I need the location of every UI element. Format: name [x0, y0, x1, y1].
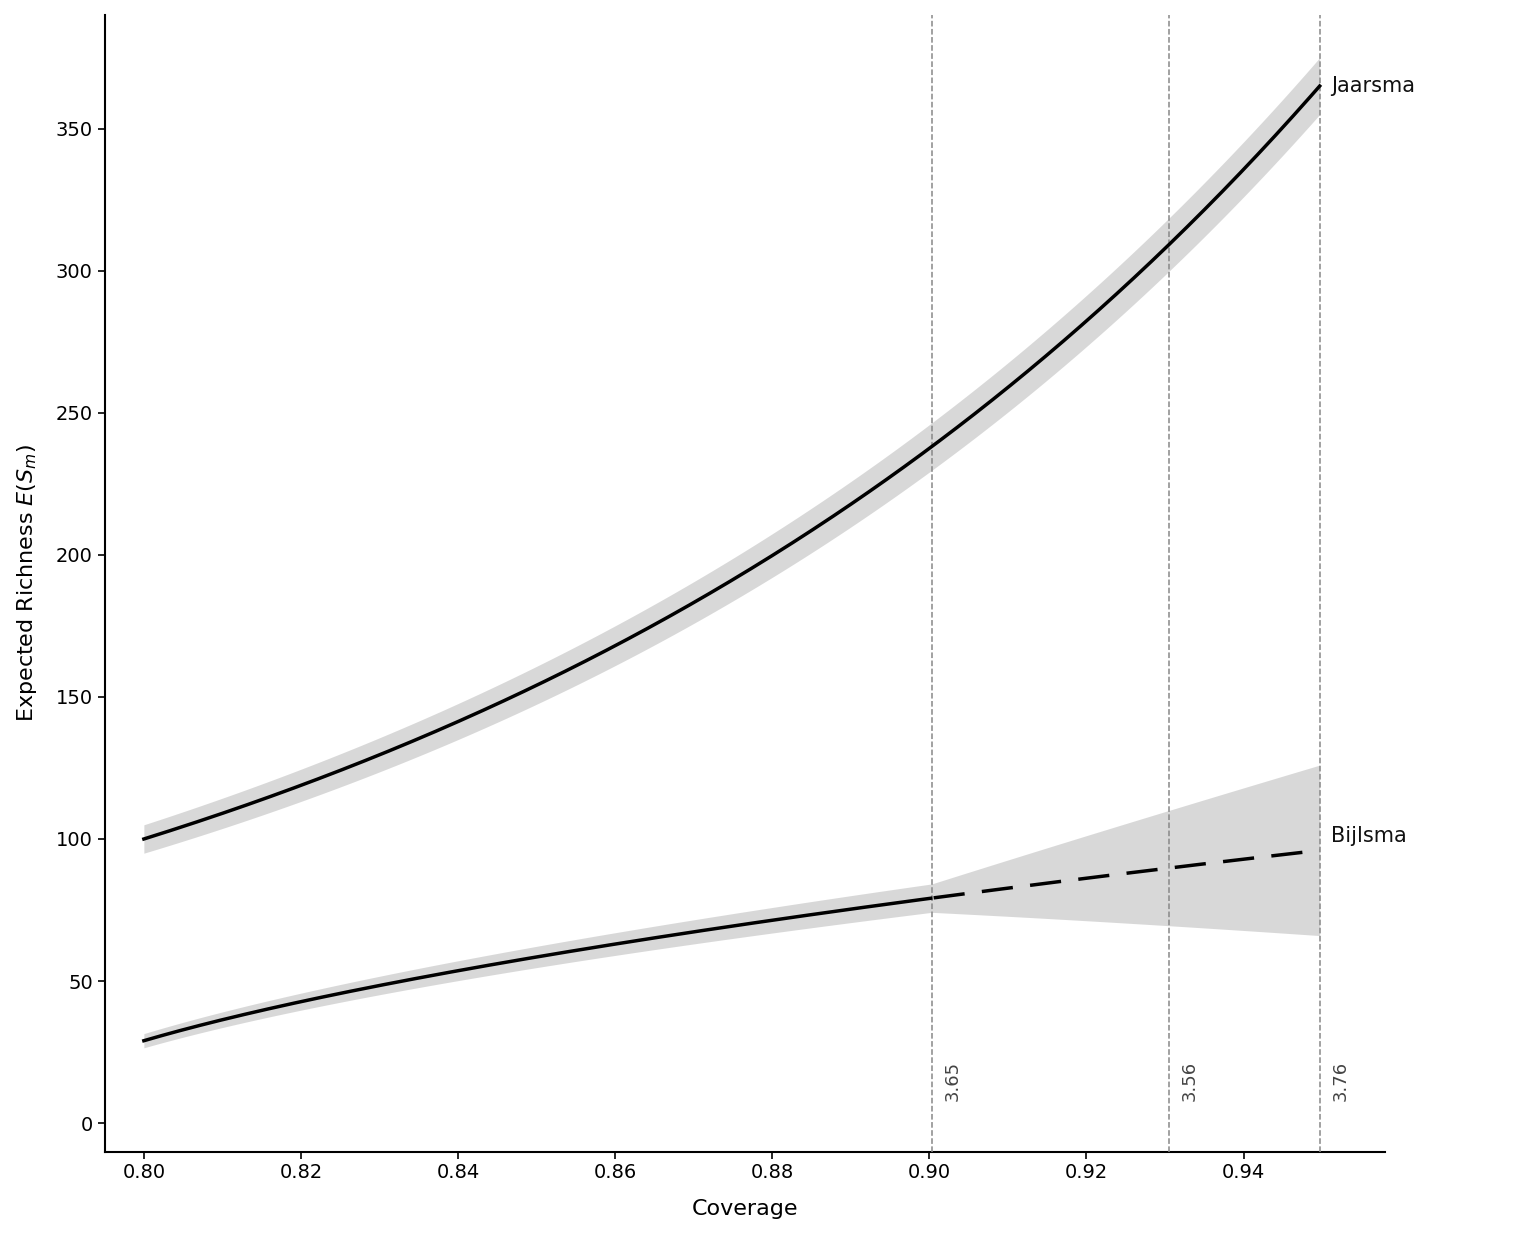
Text: 3.76: 3.76 — [1332, 1060, 1350, 1101]
Text: 3.56: 3.56 — [1181, 1060, 1198, 1101]
X-axis label: Coverage: Coverage — [692, 1199, 798, 1219]
Text: 3.65: 3.65 — [943, 1060, 962, 1101]
Y-axis label: Expected Richness $E(S_m)$: Expected Richness $E(S_m)$ — [15, 444, 38, 722]
Text: Bijlsma: Bijlsma — [1332, 826, 1407, 847]
Text: Jaarsma: Jaarsma — [1332, 77, 1416, 96]
